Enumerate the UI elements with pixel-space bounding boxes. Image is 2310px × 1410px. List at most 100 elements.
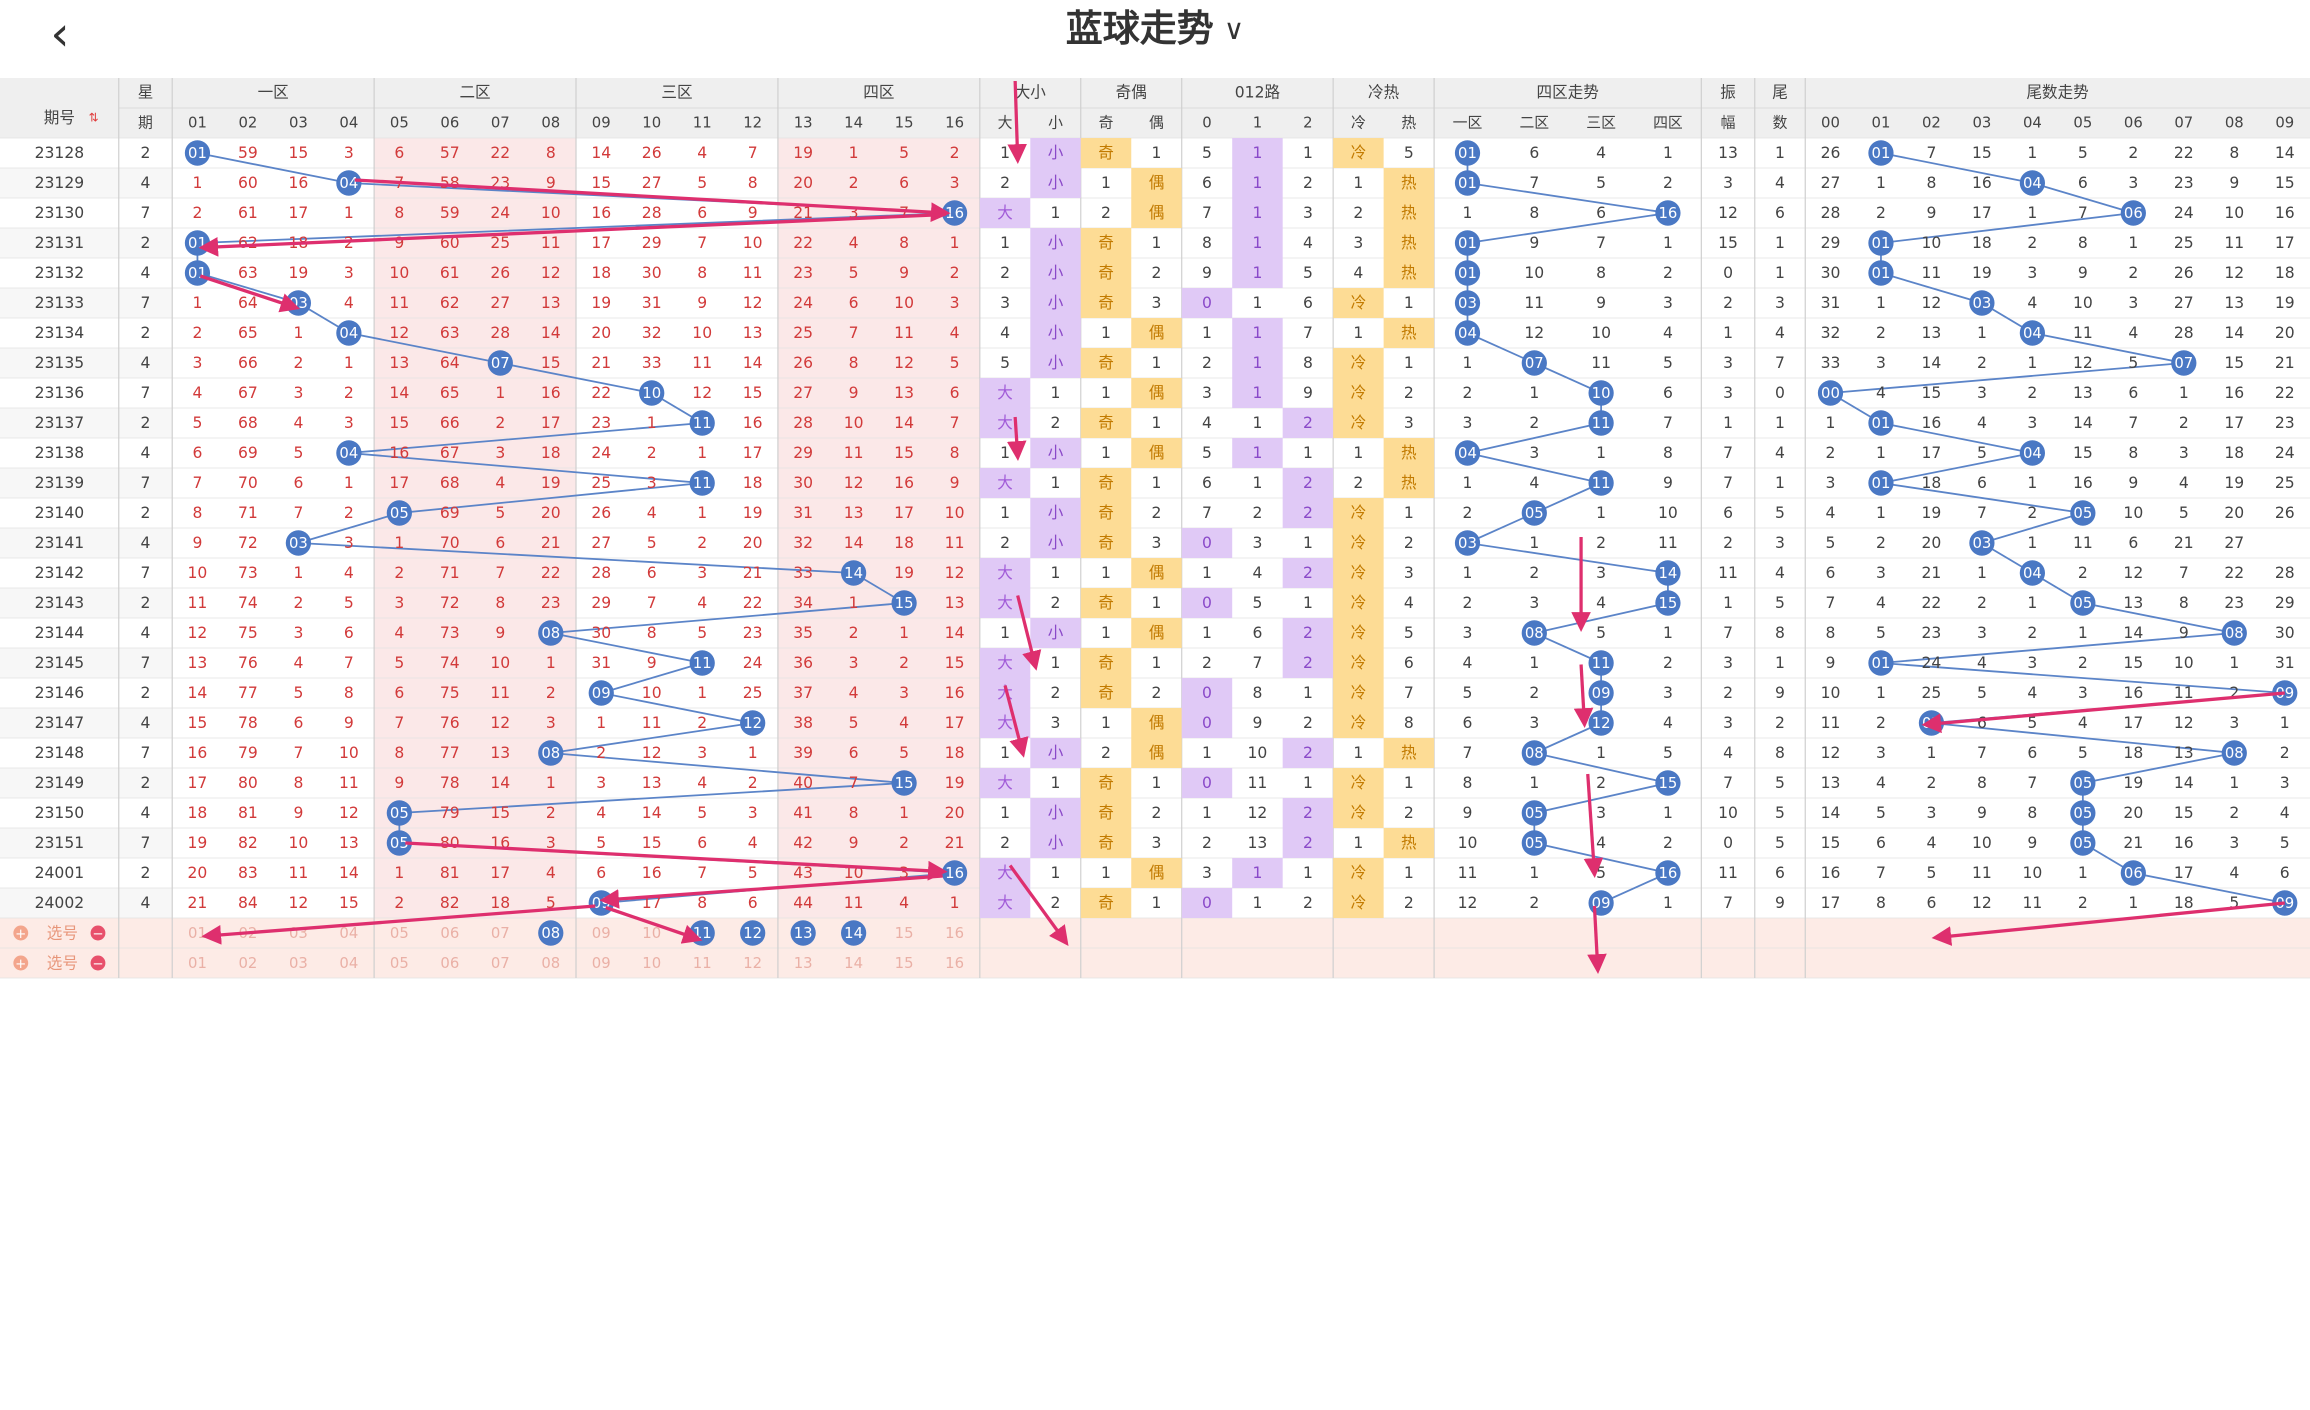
tail-cell: 1	[1775, 263, 1785, 282]
road-value: 13	[1248, 833, 1268, 852]
selector-number[interactable]: 11	[693, 954, 712, 972]
selector-number[interactable]: 03	[289, 954, 308, 972]
oddeven-miss: 1	[1152, 593, 1162, 612]
selector-number[interactable]: 12	[743, 924, 762, 942]
subheader-tailtrend: 00	[1821, 113, 1840, 131]
selector-number[interactable]: 05	[390, 954, 409, 972]
zone-miss: 6	[1529, 143, 1539, 162]
tail-miss: 15	[2123, 653, 2143, 672]
miss-count: 11	[490, 683, 510, 702]
ball-marker	[336, 320, 362, 346]
road-value: 1	[1252, 473, 1262, 492]
ball-marker	[538, 740, 564, 766]
miss-count: 74	[238, 593, 258, 612]
bigsmall-value: 大	[997, 203, 1013, 222]
selector-number[interactable]: 08	[541, 924, 560, 942]
tail-ball-number: 00	[1821, 384, 1840, 402]
selector-number[interactable]: 06	[440, 954, 459, 972]
selector-number[interactable]: 13	[794, 924, 813, 942]
selector-number[interactable]: 10	[642, 954, 661, 972]
miss-count: 17	[490, 863, 510, 882]
tail-cell: 5	[1775, 833, 1785, 852]
selector-number[interactable]: 15	[895, 954, 914, 972]
row-stripe	[0, 828, 173, 858]
selector-number[interactable]: 01	[188, 924, 207, 942]
zone-ball-number: 14	[1658, 564, 1677, 582]
period-cell: 23130	[35, 203, 85, 222]
coldhot-miss: 2	[1404, 533, 1414, 552]
annotation-arrow	[605, 905, 703, 944]
road-hit	[1181, 678, 1233, 708]
coldhot-value: 冷	[1351, 353, 1367, 372]
tail-miss: 33	[1821, 353, 1841, 372]
bigsmall-miss: 1	[1051, 563, 1061, 582]
selector-number[interactable]: 08	[541, 954, 560, 972]
selector-number[interactable]: 09	[592, 954, 611, 972]
selector-number[interactable]: 15	[895, 924, 914, 942]
selector-number[interactable]: 07	[491, 954, 510, 972]
page-title[interactable]: 蓝球走势 ∨	[0, 0, 2310, 60]
selector-number[interactable]: 06	[440, 924, 459, 942]
tail-miss: 7	[2128, 413, 2138, 432]
selector-number[interactable]: 10	[642, 924, 661, 942]
selector-number[interactable]: 13	[794, 954, 813, 972]
miss-count: 1	[849, 593, 859, 612]
zone-miss: 1	[1529, 863, 1539, 882]
miss-count: 2	[899, 833, 909, 852]
selector-number[interactable]: 02	[238, 954, 257, 972]
miss-count: 4	[293, 413, 303, 432]
tail-miss: 4	[2280, 803, 2290, 822]
road-hit	[1282, 798, 1334, 828]
column-group-zone4: 四区	[863, 82, 894, 101]
miss-count: 2	[192, 203, 202, 222]
period-cell: 23138	[35, 443, 85, 462]
period-cell: 23131	[35, 233, 85, 252]
amplitude-cell: 1	[1723, 413, 1733, 432]
zone-ball	[1454, 440, 1481, 466]
miss-count: 4	[748, 833, 758, 852]
road-value: 5	[1202, 143, 1212, 162]
road-value: 2	[1303, 413, 1313, 432]
zone-ball-number: 04	[1458, 444, 1477, 462]
coldhot-value: 冷	[1351, 773, 1367, 792]
selector-number[interactable]: 04	[339, 954, 358, 972]
back-chevron-left-icon[interactable]: ‹	[50, 6, 70, 62]
selector-number[interactable]: 14	[844, 924, 863, 942]
selector-number[interactable]: 16	[945, 954, 964, 972]
tail-ball-number: 05	[2073, 804, 2092, 822]
zone-miss: 12	[1458, 893, 1478, 912]
selector-number[interactable]: 14	[844, 954, 863, 972]
miss-count: 15	[945, 653, 965, 672]
bigsmall-miss: 1	[1051, 773, 1061, 792]
zone-ball	[1588, 650, 1614, 676]
column-group-tail: 尾	[1772, 82, 1788, 101]
miss-count: 3	[899, 683, 909, 702]
miss-count: 1	[293, 323, 303, 342]
tail-ball-number: 05	[2073, 504, 2092, 522]
zone-miss: 1	[1663, 233, 1673, 252]
tail-miss: 6	[1876, 833, 1886, 852]
selector-number[interactable]: 12	[743, 954, 762, 972]
miss-count: 13	[339, 833, 359, 852]
subheader-tailtrend: 08	[2225, 113, 2244, 131]
subheader-number: 13	[794, 113, 813, 131]
miss-count: 3	[849, 203, 859, 222]
selector-number[interactable]: 09	[592, 924, 611, 942]
oddeven-value: 奇	[1098, 263, 1114, 282]
road-value: 2	[1252, 503, 1262, 522]
zone-miss: 5	[1463, 683, 1473, 702]
tail-miss: 5	[2027, 713, 2037, 732]
bigsmall-value: 大	[997, 413, 1013, 432]
oddeven-miss: 1	[1152, 233, 1162, 252]
miss-count: 78	[440, 773, 460, 792]
selector-number[interactable]: 05	[390, 924, 409, 942]
selected-number-ball	[538, 920, 564, 946]
selector-number[interactable]: 01	[188, 954, 207, 972]
tail-miss: 17	[1972, 203, 1992, 222]
selector-number[interactable]: 07	[491, 924, 510, 942]
selector-number[interactable]: 16	[945, 924, 964, 942]
miss-count: 6	[344, 623, 354, 642]
selector-number[interactable]: 04	[339, 924, 358, 942]
